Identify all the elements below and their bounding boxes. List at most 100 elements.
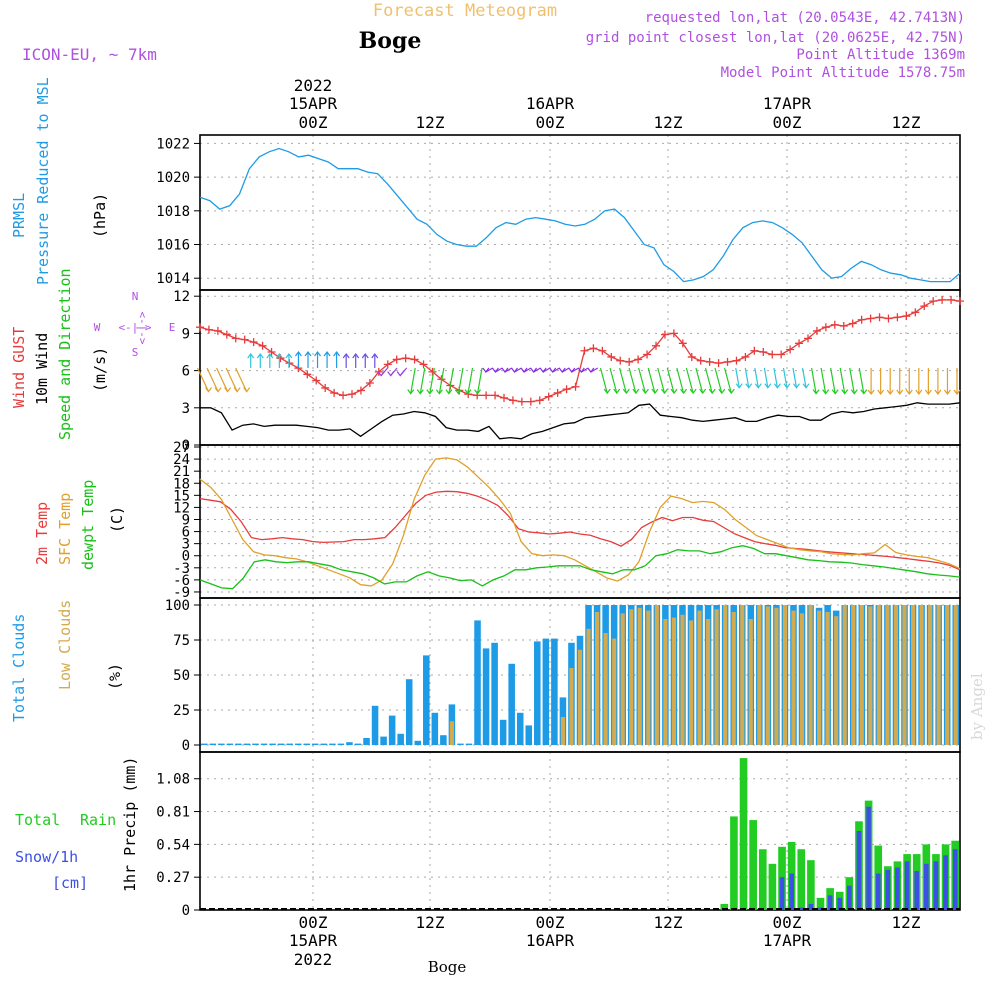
direction-arrow: [810, 367, 817, 394]
gust-marker: [875, 313, 884, 322]
wind-line: [200, 402, 961, 440]
low-clouds-bar: [859, 605, 864, 745]
point-altitude: Point Altitude 1369m: [796, 47, 965, 63]
date-tick-bottom: 17APR: [763, 931, 812, 950]
y-tick-label: 21: [173, 464, 190, 480]
low-clouds-bar: [740, 605, 745, 745]
gust-marker: [705, 357, 714, 366]
gust-marker: [759, 348, 768, 356]
gust-marker: [902, 312, 911, 321]
gust-marker: [500, 393, 508, 402]
snow-bar: [779, 877, 785, 910]
direction-arrowhead: [352, 353, 360, 359]
total-clouds-bar: [243, 743, 251, 745]
direction-arrow: [666, 367, 675, 394]
precip-panel: 0 0.27 0.54 0.81 1.08: [156, 751, 961, 919]
gust-marker: [625, 357, 634, 366]
direction-arrowhead: [727, 388, 735, 395]
direction-arrowhead: [530, 367, 538, 373]
total-clouds-bar: [482, 648, 490, 745]
direction-arrowhead: [454, 389, 462, 395]
gust-marker: [267, 348, 276, 356]
gust-marker: [660, 330, 669, 339]
temperature-labels: 2m Temp SFC Temp dewpt Temp (C): [33, 480, 126, 570]
total-clouds-bar: [337, 743, 345, 745]
snow-bar: [798, 907, 804, 910]
total-clouds-bar: [226, 743, 234, 745]
total-clouds-bar: [474, 620, 481, 745]
gust-line: [199, 299, 961, 403]
gust-marker: [687, 352, 696, 361]
direction-arrow: [830, 367, 836, 394]
gust-marker: [196, 323, 204, 332]
low-clouds-bar: [603, 633, 608, 745]
low-clouds-bar: [723, 605, 728, 745]
direction-arrowhead: [205, 387, 212, 393]
direction-arrowhead: [539, 367, 547, 373]
direction-arrow: [704, 367, 713, 394]
direction-arrow: [647, 367, 656, 394]
direction-arrowhead: [943, 389, 951, 395]
model-label: ICON-EU, ~ 7km: [22, 45, 157, 64]
date-tick-bottom: 15APR: [289, 931, 338, 950]
snow-bar: [827, 895, 833, 910]
direction-arrow: [820, 367, 827, 394]
gust-marker: [830, 320, 839, 329]
total-clouds-bar: [534, 641, 541, 745]
snow-bar: [866, 806, 871, 910]
precip-label-snow: Snow/1h: [15, 848, 78, 866]
direction-arrow: [839, 367, 846, 394]
gust-marker: [696, 356, 705, 365]
total-clouds-bar: [303, 743, 311, 745]
total-clouds-bar: [363, 738, 370, 745]
total-clouds-bar: [286, 743, 293, 745]
pressure-label-2: Pressure Reduced to MSL: [34, 77, 52, 285]
footer-location: Boge: [428, 958, 467, 976]
time-tick-bottom: 00Z: [536, 913, 565, 932]
rain-bar: [720, 903, 729, 910]
rain-bar: [739, 758, 748, 910]
low-clouds-bar: [595, 612, 600, 745]
temp-label-2m: 2m Temp: [33, 502, 51, 565]
gust-marker: [741, 352, 750, 361]
total-clouds-bar: [491, 642, 498, 745]
direction-arrowhead: [680, 388, 688, 395]
gust-marker: [491, 391, 500, 400]
gust-marker: [839, 321, 848, 330]
time-tick-bottom: 12Z: [892, 913, 921, 932]
direction-arrowhead: [754, 383, 762, 389]
time-tick-top: 00Z: [299, 113, 328, 132]
direction-arrowhead: [520, 367, 528, 373]
direction-arrowhead: [243, 387, 251, 393]
compass-s: S: [132, 346, 139, 359]
direction-arrow: [657, 367, 666, 394]
direction-arrowhead: [435, 389, 443, 395]
low-clouds-bar: [919, 605, 924, 745]
gust-marker: [598, 346, 607, 355]
direction-arrowhead: [661, 388, 668, 395]
snow-bar: [952, 849, 958, 910]
direction-arrow: [723, 367, 732, 394]
direction-arrowhead: [860, 389, 868, 395]
gust-marker: [616, 356, 625, 365]
y-tick-label: 27: [173, 440, 190, 456]
direction-arrowhead: [568, 367, 576, 373]
pressure-line: [199, 147, 961, 283]
precip-label-total: Total: [15, 811, 60, 829]
gust-marker: [911, 308, 920, 317]
precip-label-rain: Rain: [80, 811, 116, 829]
low-clouds-bar: [765, 606, 770, 745]
direction-arrow: [695, 367, 704, 394]
temp-label-dewpt: dewpt Temp: [79, 480, 97, 570]
gust-marker: [222, 330, 231, 339]
gust-marker: [410, 355, 419, 364]
gust-marker: [348, 390, 356, 399]
time-tick-top: 12Z: [416, 113, 445, 132]
total-clouds-bar: [388, 715, 396, 745]
low-clouds-bar: [714, 609, 719, 745]
y-tick-label: 15: [173, 488, 190, 504]
total-clouds-bar: [269, 743, 276, 745]
gust-marker: [607, 352, 616, 361]
